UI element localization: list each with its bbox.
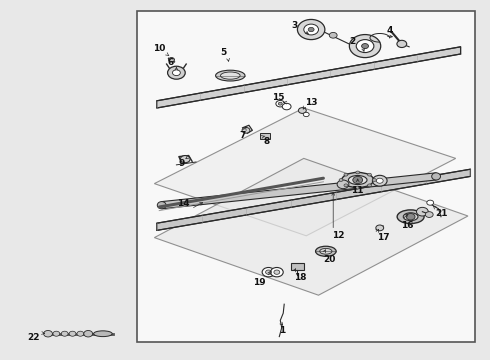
Text: 12: 12	[332, 231, 344, 240]
Bar	[260, 133, 270, 139]
Circle shape	[368, 184, 371, 187]
Text: 7: 7	[239, 130, 246, 139]
Text: 9: 9	[178, 159, 185, 168]
Circle shape	[329, 32, 337, 38]
Circle shape	[344, 184, 348, 187]
Circle shape	[69, 331, 76, 336]
Text: 17: 17	[377, 233, 390, 242]
Circle shape	[278, 102, 282, 105]
Text: 2: 2	[350, 37, 356, 46]
Circle shape	[61, 331, 68, 336]
Ellipse shape	[432, 173, 441, 180]
Text: 14: 14	[177, 199, 190, 208]
Polygon shape	[157, 47, 461, 108]
Polygon shape	[157, 169, 470, 230]
Text: 11: 11	[351, 186, 364, 194]
Circle shape	[337, 180, 349, 189]
Circle shape	[397, 40, 407, 48]
Circle shape	[276, 100, 285, 107]
Text: 15: 15	[272, 93, 285, 102]
Ellipse shape	[157, 202, 166, 209]
Polygon shape	[162, 173, 436, 209]
Circle shape	[303, 112, 309, 117]
Circle shape	[44, 330, 52, 337]
Circle shape	[180, 156, 190, 163]
Circle shape	[84, 330, 93, 337]
Ellipse shape	[342, 172, 374, 188]
Circle shape	[298, 108, 306, 113]
Circle shape	[297, 19, 325, 40]
Circle shape	[376, 178, 383, 183]
Circle shape	[304, 24, 318, 35]
Text: 16: 16	[401, 220, 414, 230]
Circle shape	[372, 175, 387, 186]
Text: 5: 5	[220, 48, 226, 57]
Circle shape	[274, 270, 280, 274]
Circle shape	[266, 270, 271, 274]
Circle shape	[406, 213, 415, 220]
Text: 10: 10	[153, 44, 166, 53]
Circle shape	[77, 331, 84, 336]
Circle shape	[344, 173, 348, 176]
Ellipse shape	[320, 248, 332, 254]
Text: 4: 4	[386, 26, 393, 35]
Text: 18: 18	[294, 273, 306, 282]
Ellipse shape	[403, 213, 418, 221]
Circle shape	[356, 40, 374, 53]
Circle shape	[376, 225, 384, 231]
Text: 19: 19	[253, 278, 266, 287]
Circle shape	[356, 171, 360, 174]
Circle shape	[372, 179, 376, 181]
Circle shape	[339, 179, 343, 181]
Polygon shape	[154, 158, 468, 295]
Circle shape	[427, 200, 434, 205]
Polygon shape	[154, 108, 456, 236]
Ellipse shape	[220, 72, 240, 79]
Circle shape	[168, 66, 185, 79]
Circle shape	[368, 173, 371, 176]
Ellipse shape	[348, 175, 367, 184]
Text: 22: 22	[27, 333, 40, 342]
Text: 3: 3	[291, 21, 297, 30]
Circle shape	[282, 103, 291, 110]
Text: 6: 6	[168, 58, 173, 67]
Text: 21: 21	[435, 209, 447, 217]
Circle shape	[270, 267, 283, 277]
Ellipse shape	[316, 246, 336, 256]
Circle shape	[349, 35, 381, 58]
Circle shape	[353, 176, 363, 184]
Circle shape	[425, 212, 433, 217]
Bar	[137, 11, 475, 342]
Circle shape	[169, 58, 174, 62]
Circle shape	[362, 44, 368, 49]
Text: 8: 8	[264, 136, 270, 145]
Text: 1: 1	[279, 326, 285, 335]
Circle shape	[416, 207, 428, 216]
Bar	[291, 263, 304, 270]
Circle shape	[53, 331, 60, 336]
Circle shape	[356, 186, 360, 189]
Ellipse shape	[397, 210, 424, 224]
Ellipse shape	[216, 70, 245, 81]
Text: 13: 13	[305, 98, 318, 107]
Circle shape	[242, 127, 250, 133]
Text: 20: 20	[323, 255, 336, 264]
Circle shape	[308, 27, 314, 32]
Ellipse shape	[94, 331, 112, 337]
Circle shape	[172, 70, 180, 76]
Circle shape	[262, 267, 275, 277]
